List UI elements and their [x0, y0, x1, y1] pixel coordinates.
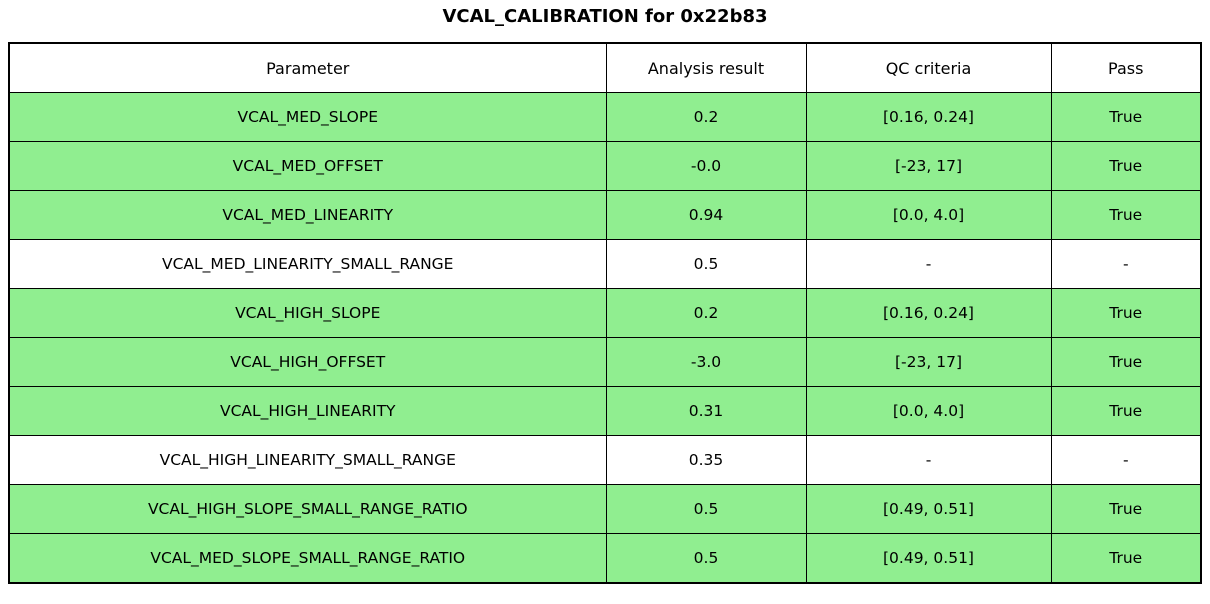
cell-pass: - [1050, 435, 1202, 485]
cell-analysis-result: 0.5 [605, 484, 807, 534]
cell-pass: True [1050, 533, 1202, 584]
column-header-analysis-result: Analysis result [605, 42, 807, 93]
table-row: VCAL_HIGH_LINEARITY 0.31 [0.0, 4.0] True [8, 386, 1202, 436]
cell-analysis-result: 0.5 [605, 533, 807, 584]
table-row: VCAL_MED_OFFSET -0.0 [-23, 17] True [8, 141, 1202, 191]
table-row: VCAL_MED_SLOPE 0.2 [0.16, 0.24] True [8, 92, 1202, 142]
cell-qc-criteria: - [805, 239, 1052, 289]
cell-parameter: VCAL_HIGH_LINEARITY [8, 386, 607, 436]
cell-qc-criteria: [-23, 17] [805, 141, 1052, 191]
cell-qc-criteria: [0.16, 0.24] [805, 288, 1052, 338]
cell-parameter: VCAL_MED_SLOPE_SMALL_RANGE_RATIO [8, 533, 607, 584]
cell-qc-criteria: - [805, 435, 1052, 485]
cell-pass: True [1050, 386, 1202, 436]
table-row: VCAL_HIGH_OFFSET -3.0 [-23, 17] True [8, 337, 1202, 387]
cell-analysis-result: -3.0 [605, 337, 807, 387]
cell-parameter: VCAL_HIGH_SLOPE [8, 288, 607, 338]
column-header-pass: Pass [1050, 42, 1202, 93]
cell-parameter: VCAL_HIGH_OFFSET [8, 337, 607, 387]
cell-parameter: VCAL_HIGH_LINEARITY_SMALL_RANGE [8, 435, 607, 485]
cell-pass: - [1050, 239, 1202, 289]
table-row: VCAL_HIGH_SLOPE 0.2 [0.16, 0.24] True [8, 288, 1202, 338]
table-row: VCAL_MED_LINEARITY 0.94 [0.0, 4.0] True [8, 190, 1202, 240]
cell-pass: True [1050, 92, 1202, 142]
cell-pass: True [1050, 337, 1202, 387]
cell-analysis-result: 0.35 [605, 435, 807, 485]
cell-parameter: VCAL_MED_LINEARITY_SMALL_RANGE [8, 239, 607, 289]
cell-qc-criteria: [0.16, 0.24] [805, 92, 1052, 142]
cell-parameter: VCAL_HIGH_SLOPE_SMALL_RANGE_RATIO [8, 484, 607, 534]
qc-table: Parameter Analysis result QC criteria Pa… [8, 42, 1202, 584]
table-row: VCAL_MED_SLOPE_SMALL_RANGE_RATIO 0.5 [0.… [8, 533, 1202, 584]
table-row: VCAL_MED_LINEARITY_SMALL_RANGE 0.5 - - [8, 239, 1202, 289]
header-row: Parameter Analysis result QC criteria Pa… [8, 42, 1202, 93]
cell-qc-criteria: [-23, 17] [805, 337, 1052, 387]
cell-analysis-result: 0.5 [605, 239, 807, 289]
cell-parameter: VCAL_MED_OFFSET [8, 141, 607, 191]
cell-pass: True [1050, 484, 1202, 534]
table-row: VCAL_HIGH_LINEARITY_SMALL_RANGE 0.35 - - [8, 435, 1202, 485]
cell-pass: True [1050, 141, 1202, 191]
cell-parameter: VCAL_MED_SLOPE [8, 92, 607, 142]
column-header-parameter: Parameter [8, 42, 607, 93]
cell-analysis-result: -0.0 [605, 141, 807, 191]
cell-qc-criteria: [0.0, 4.0] [805, 386, 1052, 436]
cell-analysis-result: 0.2 [605, 92, 807, 142]
cell-pass: True [1050, 190, 1202, 240]
cell-pass: True [1050, 288, 1202, 338]
cell-parameter: VCAL_MED_LINEARITY [8, 190, 607, 240]
cell-qc-criteria: [0.49, 0.51] [805, 533, 1052, 584]
cell-analysis-result: 0.2 [605, 288, 807, 338]
column-header-qc-criteria: QC criteria [805, 42, 1052, 93]
cell-qc-criteria: [0.0, 4.0] [805, 190, 1052, 240]
cell-analysis-result: 0.94 [605, 190, 807, 240]
cell-qc-criteria: [0.49, 0.51] [805, 484, 1052, 534]
table-row: VCAL_HIGH_SLOPE_SMALL_RANGE_RATIO 0.5 [0… [8, 484, 1202, 534]
figure-title: VCAL_CALIBRATION for 0x22b83 [442, 6, 768, 27]
cell-analysis-result: 0.31 [605, 386, 807, 436]
